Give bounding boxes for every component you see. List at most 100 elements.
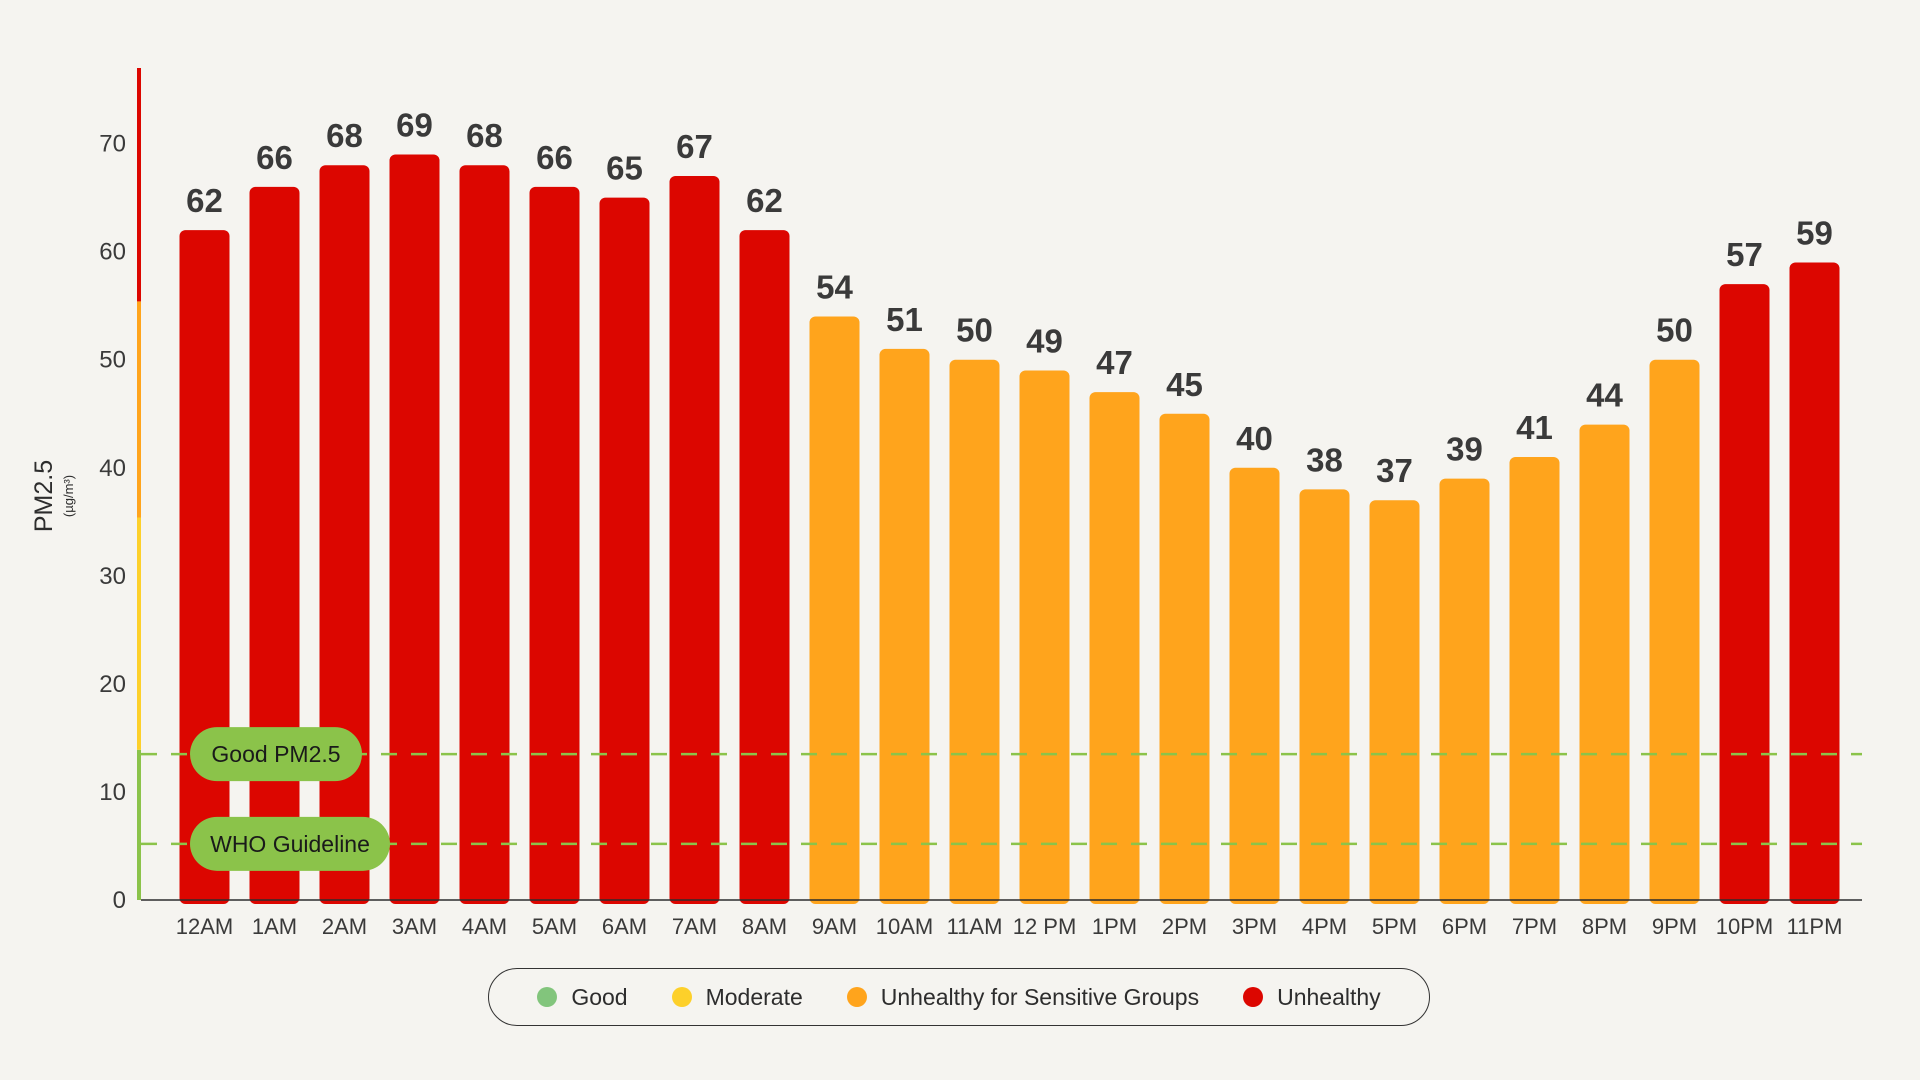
legend-label-good: Good — [571, 983, 628, 1010]
y-tick-label: 70 — [99, 131, 126, 158]
x-tick-label: 7PM — [1512, 914, 1557, 939]
legend-item-usg: Unhealthy for Sensitive Groups — [846, 984, 1199, 1011]
bar-9pm — [1649, 359, 1700, 905]
y-tick-label: 50 — [99, 347, 126, 374]
x-tick-label: 1AM — [252, 914, 297, 939]
bar-9am — [809, 316, 860, 904]
reference-label-1: WHO Guideline — [210, 831, 370, 857]
x-tick-label: 3AM — [392, 914, 437, 939]
bar-10pm — [1719, 284, 1770, 904]
value-label: 38 — [1306, 441, 1343, 478]
reference-lines: Good PM2.5 WHO Guideline — [141, 727, 1862, 871]
value-label: 44 — [1586, 377, 1623, 414]
bar-8am — [739, 230, 790, 904]
y-tick-label: 10 — [99, 779, 126, 806]
y-axis: 0 10 20 30 40 50 60 70 — [99, 68, 141, 914]
y-axis-band-0 — [137, 749, 141, 900]
reference-pill-0 — [190, 727, 362, 782]
value-label: 41 — [1516, 409, 1553, 446]
bar-8pm — [1579, 424, 1630, 904]
x-tick-label: 8AM — [742, 914, 787, 939]
bar-5am — [529, 186, 580, 904]
x-tick-label: 5PM — [1372, 914, 1417, 939]
x-tick-label: 2PM — [1162, 914, 1207, 939]
bar-3am — [389, 154, 440, 905]
legend-label-unhealthy: Unhealthy — [1277, 983, 1381, 1010]
value-label: 57 — [1726, 236, 1763, 273]
value-label: 50 — [1656, 312, 1693, 349]
legend-dot-moderate — [671, 987, 692, 1007]
value-label: 40 — [1236, 420, 1273, 457]
bar-4pm — [1299, 489, 1350, 904]
value-label: 37 — [1376, 452, 1413, 489]
x-tick-label: 10AM — [876, 914, 933, 939]
bar-2pm — [1159, 413, 1210, 904]
y-axis-unit: (µg/m³) — [61, 475, 76, 517]
reference-label-0: Good PM2.5 — [211, 741, 340, 767]
bar-2am — [319, 165, 370, 904]
bar-6pm — [1439, 478, 1490, 904]
bar-11pm — [1789, 262, 1840, 904]
x-tick-label: 12AM — [176, 914, 233, 939]
value-label: 66 — [536, 139, 573, 176]
legend-item-good: Good — [537, 983, 628, 1011]
bar-7pm — [1509, 456, 1560, 904]
y-axis-band-3 — [137, 68, 141, 302]
bar-3pm — [1229, 467, 1280, 904]
y-axis-band-2 — [137, 301, 141, 518]
value-label: 49 — [1026, 323, 1063, 360]
value-labels: 62 66 68 69 68 66 65 67 62 54 51 50 49 47 45 40 38 37 39 41… — [186, 106, 1833, 489]
value-label: 51 — [886, 301, 923, 338]
x-tick-label: 11PM — [1787, 914, 1843, 939]
x-tick-label: 12 PM — [1013, 914, 1077, 939]
legend: Good Moderate Unhealthy for Sensitive Gr… — [488, 968, 1430, 1026]
bar-4am — [459, 165, 510, 904]
bars — [179, 154, 1840, 905]
bar-12am — [179, 230, 230, 904]
x-tick-label: 2AM — [322, 914, 367, 939]
value-label: 66 — [256, 139, 293, 176]
legend-item-unhealthy: Unhealthy — [1243, 984, 1381, 1011]
y-tick-label: 30 — [99, 563, 126, 590]
value-label: 67 — [676, 128, 713, 165]
x-tick-label: 7AM — [672, 914, 717, 939]
x-tick-label: 6PM — [1442, 914, 1487, 939]
x-tick-label: 1PM — [1092, 914, 1137, 939]
x-tick-label: 11AM — [947, 914, 1003, 939]
value-label: 68 — [466, 117, 503, 154]
x-tick-label: 5AM — [532, 914, 577, 939]
bar-10am — [879, 348, 930, 904]
value-label: 62 — [746, 182, 783, 219]
x-tick-label: 6AM — [602, 914, 647, 939]
legend-dot-usg — [846, 987, 867, 1007]
y-tick-label: 0 — [113, 887, 126, 914]
bar-12pm — [1019, 370, 1070, 905]
value-label: 69 — [396, 106, 433, 143]
bar-1pm — [1089, 392, 1140, 904]
y-tick-label: 40 — [99, 455, 126, 482]
x-tick-label: 3PM — [1232, 914, 1277, 939]
x-axis: 12AM 1AM 2AM 3AM 4AM 5AM 6AM 7AM 8AM 9AM 10AM 11AM 1… — [141, 899, 1862, 939]
value-label: 68 — [326, 117, 363, 154]
x-tick-label: 9PM — [1652, 914, 1697, 939]
value-label: 50 — [956, 312, 993, 349]
x-tick-label: 4PM — [1302, 914, 1347, 939]
bar-6am — [599, 197, 650, 904]
x-tick-label: 10PM — [1716, 914, 1773, 939]
reference-pill-1 — [190, 816, 390, 871]
legend-dot-good — [537, 987, 558, 1007]
bar-1am — [249, 186, 300, 904]
value-label: 65 — [606, 150, 643, 187]
legend-item-moderate: Moderate — [671, 983, 803, 1011]
x-tick-label: 8PM — [1582, 914, 1627, 939]
y-axis-label: PM2.5 — [30, 460, 58, 532]
value-label: 45 — [1166, 366, 1203, 403]
y-tick-label: 20 — [99, 671, 126, 698]
bar-11am — [949, 359, 1000, 905]
y-tick-label: 60 — [99, 239, 126, 266]
x-tick-label: 4AM — [462, 914, 507, 939]
bar-7am — [669, 176, 720, 904]
legend-label-moderate: Moderate — [705, 983, 803, 1010]
y-axis-band-1 — [137, 517, 141, 750]
